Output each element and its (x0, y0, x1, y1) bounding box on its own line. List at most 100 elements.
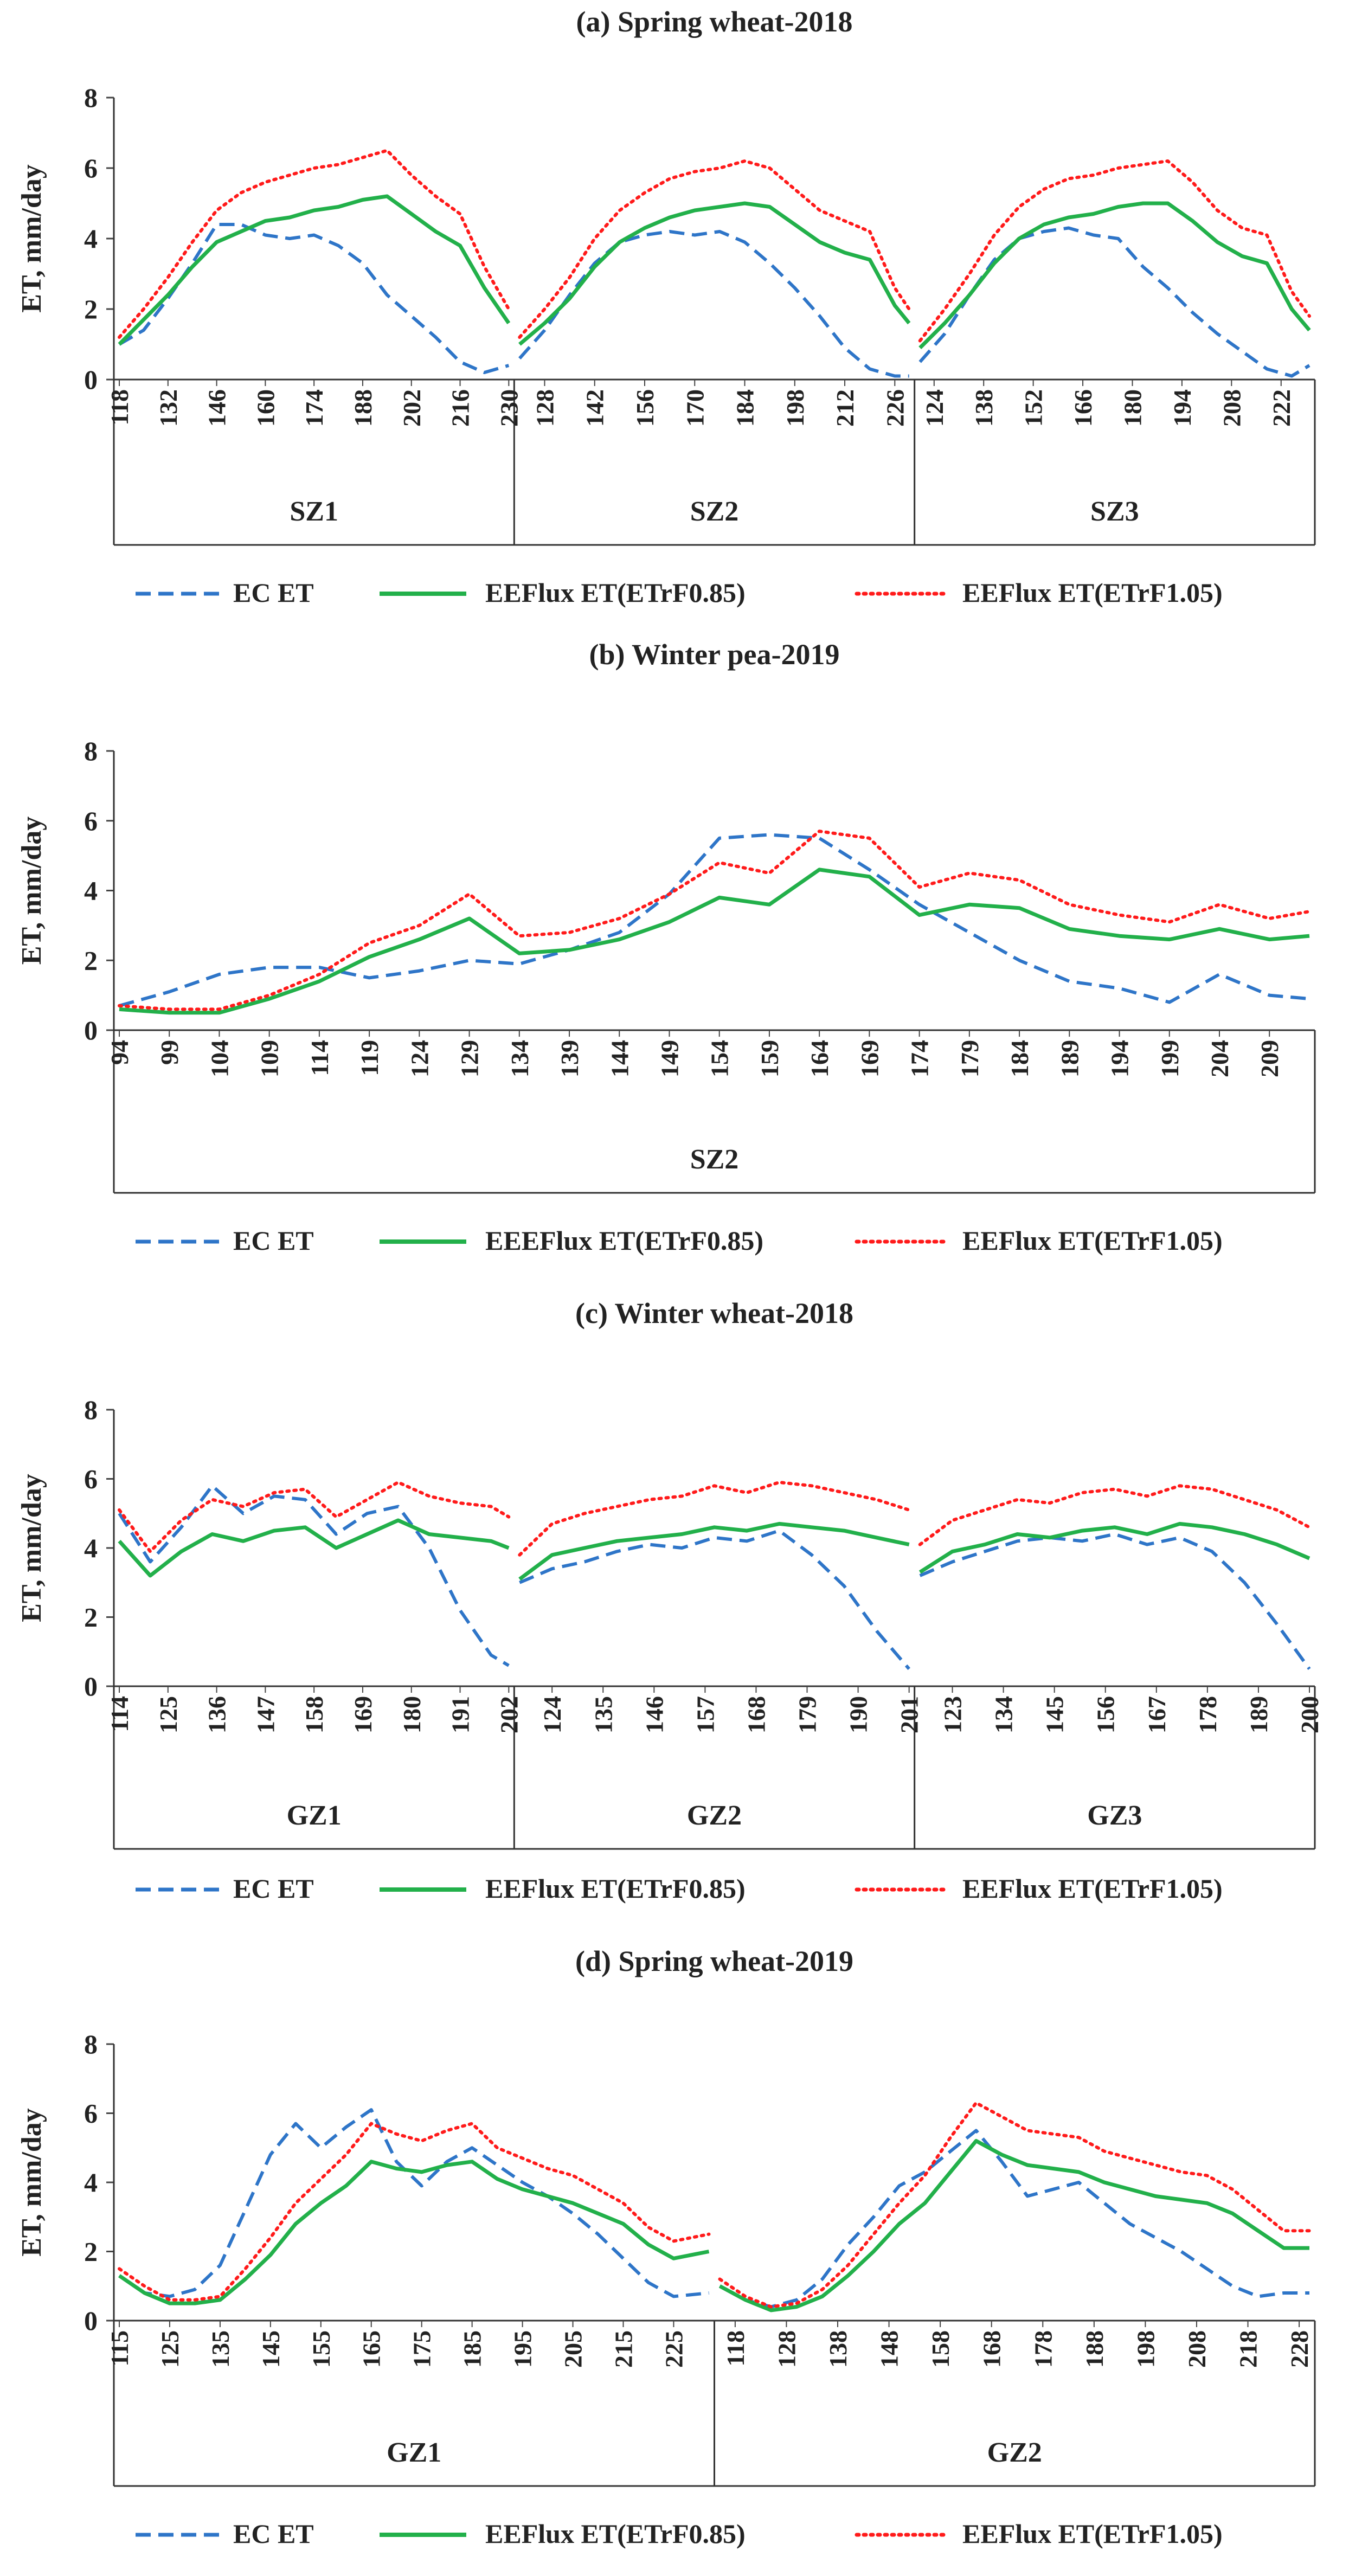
x-tick-label: 205 (560, 2330, 587, 2368)
x-tick-label: 154 (706, 1040, 734, 1077)
x-tick-label: 216 (447, 389, 474, 427)
x-tick-label: 144 (606, 1040, 633, 1077)
x-tick-label: 170 (681, 389, 709, 427)
x-tick-label: 188 (1081, 2330, 1108, 2368)
y-tick-label: 4 (84, 876, 98, 906)
series-line-ec (118, 223, 510, 374)
x-tick-label: 158 (300, 1696, 328, 1733)
series-line-ec (118, 2108, 709, 2298)
y-tick-label: 2 (84, 294, 98, 324)
x-tick-label: 174 (300, 389, 328, 427)
series-line-f85 (518, 201, 911, 346)
x-tick-label: 228 (1286, 2330, 1313, 2368)
x-tick-label: 168 (742, 1696, 770, 1733)
group-label: GZ1 (287, 1800, 342, 1831)
y-tick-label: 4 (84, 223, 98, 254)
y-axis-label: ET, mm/day (16, 2108, 47, 2257)
group-label: SZ1 (290, 496, 338, 527)
x-tick-label: 202 (495, 1696, 523, 1733)
series-line-f105 (518, 159, 911, 339)
x-tick-label: 135 (589, 1696, 617, 1733)
x-tick-label: 159 (756, 1040, 783, 1077)
y-tick-label: 8 (84, 2029, 98, 2059)
x-tick-label: 189 (1245, 1696, 1273, 1733)
x-tick-label: 225 (660, 2330, 688, 2368)
chart-title: (b) Winter pea-2019 (589, 638, 839, 671)
series-line-f105 (718, 2101, 1311, 2309)
x-tick-label: 179 (794, 1696, 821, 1733)
legend-label: EEFlux ET(ETrF1.05) (962, 1873, 1223, 1904)
legend-label: EC ET (233, 1225, 314, 1256)
y-tick-label: 6 (84, 1464, 98, 1494)
group-label: GZ1 (387, 2437, 441, 2468)
y-tick-label: 6 (84, 153, 98, 183)
series-line-f85 (918, 201, 1311, 349)
x-tick-label: 146 (640, 1696, 668, 1733)
x-tick-label: 123 (939, 1696, 967, 1733)
y-axis-label: ET, mm/day (16, 164, 47, 313)
group-label: GZ2 (687, 1800, 742, 1831)
legend-label: EEFlux ET(ETrF1.05) (962, 1225, 1223, 1256)
y-axis-label: ET, mm/day (16, 1474, 47, 1622)
y-tick-label: 6 (84, 2098, 98, 2129)
series-line-f85 (118, 1518, 510, 1578)
x-tick-label: 166 (1069, 389, 1097, 427)
x-tick-label: 156 (1092, 1696, 1120, 1733)
x-tick-label: 138 (824, 2330, 852, 2368)
x-tick-label: 129 (456, 1040, 484, 1077)
x-tick-label: 164 (806, 1040, 833, 1077)
chart-title: (d) Spring wheat-2019 (575, 1945, 853, 1977)
x-tick-label: 134 (506, 1040, 534, 1077)
chart-panel-4: (d) Spring wheat-2019 ET, mm/day 0 2 4 6 8 115 1… (16, 1945, 1316, 2549)
x-tick-label: 191 (447, 1696, 474, 1733)
x-tick-label: 188 (349, 389, 377, 427)
x-tick-label: 178 (1029, 2330, 1057, 2368)
legend-label: EEFlux ET(ETrF1.05) (962, 577, 1223, 608)
x-tick-label: 194 (1106, 1040, 1134, 1077)
x-tick-label: 168 (978, 2330, 1006, 2368)
x-tick-label: 222 (1268, 389, 1295, 427)
x-tick-label: 180 (398, 1696, 426, 1733)
series-line-f105 (118, 1480, 511, 1553)
x-tick-label: 156 (631, 389, 659, 427)
x-tick-label: 128 (773, 2330, 800, 2368)
x-tick-label: 175 (408, 2330, 436, 2368)
legend: EC ET EEEFlux ET(ETrF0.85) EEFlux ET(ETrF1… (136, 1225, 1223, 1256)
x-tick-label: 230 (495, 389, 523, 427)
x-tick-label: 215 (609, 2330, 637, 2368)
x-tick-label: 190 (845, 1696, 872, 1733)
x-tick-label: 178 (1194, 1696, 1222, 1733)
legend-label: EEFlux ET(ETrF1.05) (962, 2519, 1223, 2549)
x-tick-label: 118 (722, 2330, 749, 2366)
legend: EC ET EEFlux ET(ETrF0.85) EEFlux ET(ETrF1.… (136, 2519, 1223, 2549)
legend-label: EEEFlux ET(ETrF0.85) (485, 1225, 763, 1256)
x-tick-label: 125 (155, 1696, 182, 1733)
series-line-f105 (118, 2122, 711, 2302)
x-tick-label: 145 (1041, 1696, 1069, 1733)
x-tick-label: 142 (581, 389, 609, 427)
x-tick-label: 184 (731, 389, 759, 427)
series-line-ec (518, 230, 909, 378)
x-tick-label: 124 (538, 1696, 566, 1733)
series-line-f85 (518, 1521, 910, 1581)
series-line-f85 (718, 2139, 1309, 2312)
series-line-f105 (918, 1484, 1311, 1546)
series-line-ec (519, 1529, 910, 1671)
x-tick-label: 118 (106, 389, 133, 425)
chart-title: (c) Winter wheat-2018 (575, 1297, 853, 1329)
x-tick-label: 147 (252, 1696, 279, 1733)
x-tick-label: 124 (921, 389, 948, 427)
y-tick-label: 8 (84, 1395, 98, 1425)
x-tick-label: 169 (349, 1696, 377, 1733)
x-tick-label: 146 (203, 389, 231, 427)
x-tick-label: 109 (256, 1040, 284, 1077)
x-tick-label: 152 (1020, 389, 1048, 427)
y-tick-label: 2 (84, 2237, 98, 2267)
series-line-ec (719, 2129, 1309, 2309)
x-tick-label: 179 (956, 1040, 984, 1077)
x-tick-label: 155 (307, 2330, 335, 2368)
x-tick-label: 94 (106, 1040, 133, 1065)
x-tick-label: 180 (1119, 389, 1146, 427)
